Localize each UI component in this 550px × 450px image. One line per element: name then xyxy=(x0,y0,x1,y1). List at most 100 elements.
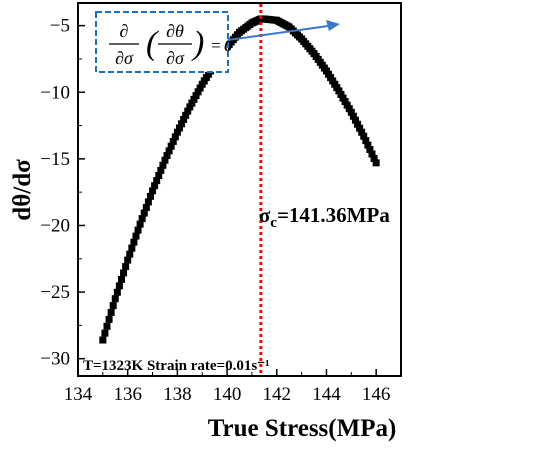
data-marker xyxy=(117,275,125,283)
data-marker xyxy=(134,226,142,234)
data-marker xyxy=(101,329,109,337)
svg-text:0: 0 xyxy=(224,36,233,55)
y-tick-label: −15 xyxy=(40,149,70,170)
data-marker xyxy=(341,98,349,106)
data-point xyxy=(173,128,181,136)
data-marker xyxy=(349,112,357,120)
data-marker xyxy=(159,161,167,169)
formula-arrow xyxy=(227,25,329,41)
data-point xyxy=(186,103,194,111)
data-marker xyxy=(345,105,353,113)
x-axis: 134 136 138 140 142 144 146 xyxy=(64,369,391,405)
data-marker xyxy=(351,116,359,124)
svg-text:∂: ∂ xyxy=(120,21,129,41)
data-marker xyxy=(370,154,378,162)
data-marker xyxy=(122,263,130,271)
data-marker xyxy=(182,111,190,119)
data-marker xyxy=(138,215,146,223)
data-marker xyxy=(358,128,366,136)
x-tick-label: 144 xyxy=(312,384,341,405)
data-point xyxy=(360,132,368,140)
y-axis: −30 −25 −20 −15 −10 −5 xyxy=(40,16,85,370)
svg-text:∂σ: ∂σ xyxy=(115,48,134,68)
data-marker xyxy=(194,88,202,96)
data-marker xyxy=(362,137,370,145)
data-marker xyxy=(366,146,374,154)
formula-box-border xyxy=(95,11,229,73)
data-point xyxy=(335,87,343,95)
x-tick-label: 138 xyxy=(163,384,192,405)
data-marker xyxy=(165,147,173,155)
data-marker xyxy=(157,166,165,174)
data-point xyxy=(136,220,144,228)
critical-stress-label: σc=141.36MPa xyxy=(259,203,390,231)
y-axis-title: dθ/dσ xyxy=(9,159,36,221)
data-marker xyxy=(167,142,175,150)
svg-text:∂σ: ∂σ xyxy=(166,48,185,68)
y-tick-label: −5 xyxy=(50,16,70,37)
data-marker xyxy=(178,120,186,128)
data-marker xyxy=(109,302,117,310)
svg-text:=: = xyxy=(210,36,221,55)
data-marker xyxy=(107,309,115,317)
data-marker xyxy=(171,133,179,141)
formula-box: ∂ ∂σ ( ∂θ ∂σ ) = 0 xyxy=(95,11,233,73)
data-marker xyxy=(356,124,364,132)
data-marker xyxy=(105,315,113,323)
svg-text:): ) xyxy=(191,25,204,62)
data-marker xyxy=(343,101,351,109)
y-tick-label: −25 xyxy=(40,282,70,303)
data-marker xyxy=(192,92,200,100)
data-marker xyxy=(368,150,376,158)
data-point xyxy=(99,336,107,344)
data-marker xyxy=(140,209,148,217)
data-marker xyxy=(142,203,150,211)
data-point xyxy=(124,256,132,264)
data-marker xyxy=(339,94,347,102)
data-point xyxy=(149,187,157,195)
x-tick-label: 142 xyxy=(263,384,292,405)
svg-text:(: ( xyxy=(146,25,160,62)
data-point xyxy=(111,295,119,303)
data-marker xyxy=(188,99,196,107)
data-marker xyxy=(132,232,140,240)
data-marker xyxy=(364,141,372,149)
data-point xyxy=(372,159,380,167)
data-point xyxy=(161,156,169,164)
data-marker xyxy=(184,107,192,115)
x-tick-label: 140 xyxy=(213,384,242,405)
data-marker xyxy=(196,84,204,92)
data-marker xyxy=(180,116,188,124)
data-marker xyxy=(163,152,171,160)
data-marker xyxy=(103,322,111,330)
data-marker xyxy=(190,95,198,103)
data-marker xyxy=(126,250,134,258)
arrow-head xyxy=(326,20,340,31)
data-marker xyxy=(120,269,128,277)
data-marker xyxy=(354,120,362,128)
data-marker xyxy=(130,238,138,246)
data-marker xyxy=(128,244,136,252)
x-axis-title: True Stress(MPa) xyxy=(208,415,397,442)
data-marker xyxy=(115,282,123,290)
y-tick-label: −30 xyxy=(40,349,70,370)
data-point xyxy=(347,108,355,116)
svg-text:∂θ: ∂θ xyxy=(166,21,184,41)
x-tick-label: 134 xyxy=(64,384,93,405)
data-marker xyxy=(337,90,345,98)
data-marker xyxy=(151,182,159,190)
y-tick-label: −20 xyxy=(40,215,70,236)
data-marker xyxy=(146,192,154,200)
data-marker xyxy=(113,288,121,296)
y-tick-label: −10 xyxy=(40,82,70,103)
x-tick-label: 146 xyxy=(362,384,391,405)
data-marker xyxy=(144,198,152,206)
plot-frame xyxy=(77,2,402,377)
condition-label: T=1323K Strain rate=0.01s⁻¹ xyxy=(83,358,270,374)
data-series xyxy=(99,15,380,344)
x-tick-label: 136 xyxy=(113,384,142,405)
data-marker xyxy=(155,172,163,180)
data-marker xyxy=(153,177,161,185)
data-marker xyxy=(169,138,177,146)
